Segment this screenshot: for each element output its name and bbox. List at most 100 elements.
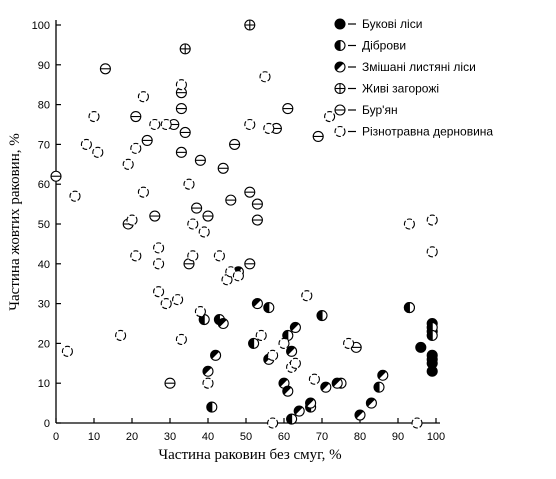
data-point (270, 122, 282, 135)
data-point (137, 186, 149, 198)
data-point (175, 333, 187, 345)
data-point (324, 110, 336, 123)
data-point (179, 126, 191, 139)
data-point (411, 417, 423, 429)
y-tick-label: 0 (44, 418, 50, 430)
data-point (263, 122, 275, 135)
legend-marker (334, 82, 346, 95)
data-point (259, 71, 271, 83)
data-point (426, 365, 438, 377)
data-point (80, 138, 92, 150)
data-point (115, 329, 127, 341)
y-tick-label: 50 (38, 219, 50, 231)
data-point (403, 218, 415, 230)
data-point (308, 373, 320, 385)
data-point (316, 309, 328, 322)
data-point (343, 337, 355, 349)
data-point (301, 290, 313, 302)
data-point (160, 118, 172, 131)
x-tick-label: 30 (164, 431, 176, 443)
plot-points (50, 19, 438, 429)
data-point (312, 130, 324, 142)
data-point (202, 377, 214, 389)
data-point (217, 162, 229, 174)
y-tick-label: 40 (38, 259, 50, 271)
series-6 (61, 71, 438, 429)
series-5 (50, 63, 362, 389)
data-point (403, 302, 415, 314)
data-point (92, 146, 104, 158)
y-tick-label: 90 (38, 60, 50, 72)
legend-item: Діброви (334, 39, 406, 53)
legend-label: Діброви (362, 39, 406, 53)
chart-legend: Букові ліси Діброви Змішані листяні ліси Жи… (334, 17, 493, 139)
data-point (164, 377, 176, 389)
data-point (126, 214, 138, 226)
data-point (61, 345, 73, 357)
x-tick-label: 50 (240, 431, 252, 443)
data-point (286, 345, 298, 357)
data-point (217, 317, 229, 330)
x-tick-label: 10 (88, 431, 100, 443)
data-point (175, 103, 187, 115)
data-point (202, 210, 214, 222)
data-point (289, 321, 301, 334)
data-point (194, 306, 206, 318)
data-point (153, 242, 165, 254)
data-point (251, 214, 263, 226)
data-point (160, 298, 172, 310)
data-point (187, 218, 199, 230)
x-tick-label: 60 (278, 431, 290, 443)
data-point (415, 341, 427, 353)
legend-marker (334, 125, 346, 138)
data-point (255, 329, 267, 341)
data-point (282, 103, 294, 115)
data-point (263, 302, 275, 314)
y-tick-label: 70 (38, 139, 50, 151)
chart-axes (55, 20, 440, 424)
legend-item: Бур'ян (334, 103, 398, 117)
y-tick-label: 10 (38, 378, 50, 390)
data-point (69, 190, 81, 202)
data-point (244, 19, 256, 31)
data-point (267, 417, 279, 429)
data-point (179, 43, 191, 55)
data-point (251, 198, 263, 210)
data-point (122, 158, 134, 170)
y-tick-label: 100 (32, 20, 50, 32)
data-point (191, 202, 203, 214)
data-point (194, 154, 206, 166)
y-tick-label: 30 (38, 299, 50, 311)
y-axis-title: Частина жовтих раковин, % (7, 133, 23, 310)
legend-label: Букові ліси (362, 17, 422, 31)
data-point (149, 210, 161, 222)
data-point (293, 405, 305, 417)
data-point (153, 258, 165, 270)
data-point (229, 138, 241, 150)
y-tick-label: 80 (38, 100, 50, 112)
data-point (130, 142, 142, 154)
x-axis-title: Частина раковин без смуг, % (158, 447, 341, 463)
x-axis-ticks: 0 10 20 30 40 50 60 70 80 90 100 (53, 418, 445, 443)
series-3 (202, 266, 389, 421)
legend-item: Букові ліси (334, 17, 422, 31)
data-point (373, 381, 385, 393)
legend-label: Різнотравна дерновина (362, 125, 493, 139)
legend-label: Живі загорожі (362, 82, 439, 96)
data-point (377, 369, 389, 381)
data-point (50, 170, 62, 182)
data-point (244, 118, 256, 131)
legend-label: Змішані листяні ліси (362, 60, 476, 74)
data-point (210, 349, 222, 361)
data-point (426, 246, 438, 258)
data-point (267, 349, 279, 361)
y-tick-label: 20 (38, 338, 50, 350)
data-point (198, 226, 210, 238)
legend-item: Змішані листяні ліси (334, 60, 476, 74)
data-point (426, 214, 438, 226)
data-point (130, 250, 142, 262)
y-tick-label: 60 (38, 179, 50, 191)
legend-marker (334, 18, 346, 30)
x-tick-label: 70 (316, 431, 328, 443)
data-point (244, 258, 256, 270)
